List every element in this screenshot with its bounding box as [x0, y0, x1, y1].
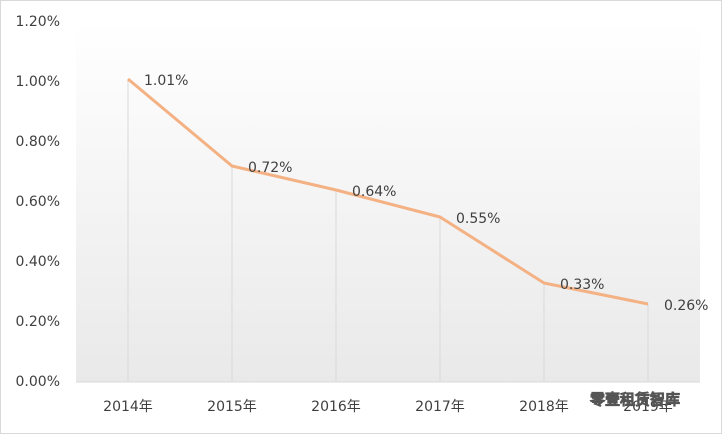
y-tick-label: 0.00% — [16, 374, 60, 390]
x-tick-label: 2019年 — [623, 399, 673, 415]
y-tick-label: 1.20% — [16, 14, 60, 30]
data-label: 0.33% — [560, 277, 604, 293]
x-tick-label: 2016年 — [311, 399, 361, 415]
data-label: 0.26% — [664, 298, 708, 314]
series-line — [127, 77, 649, 306]
y-tick-label: 0.20% — [16, 314, 60, 330]
y-tick-label: 0.40% — [16, 254, 60, 270]
watermark: 零壹租赁智库 — [589, 391, 680, 409]
y-tick-label: 1.00% — [16, 74, 60, 90]
data-label: 0.55% — [456, 211, 500, 227]
x-tick-label: 2014年 — [103, 399, 153, 415]
data-label: 1.01% — [144, 73, 188, 89]
y-tick-label: 0.80% — [16, 134, 60, 150]
data-label: 0.64% — [352, 184, 396, 200]
x-tick-label: 2018年 — [519, 399, 569, 415]
y-tick-label: 0.60% — [16, 194, 60, 210]
x-tick-label: 2015年 — [207, 399, 257, 415]
data-label: 0.72% — [248, 160, 292, 176]
x-tick-label: 2017年 — [415, 399, 465, 415]
